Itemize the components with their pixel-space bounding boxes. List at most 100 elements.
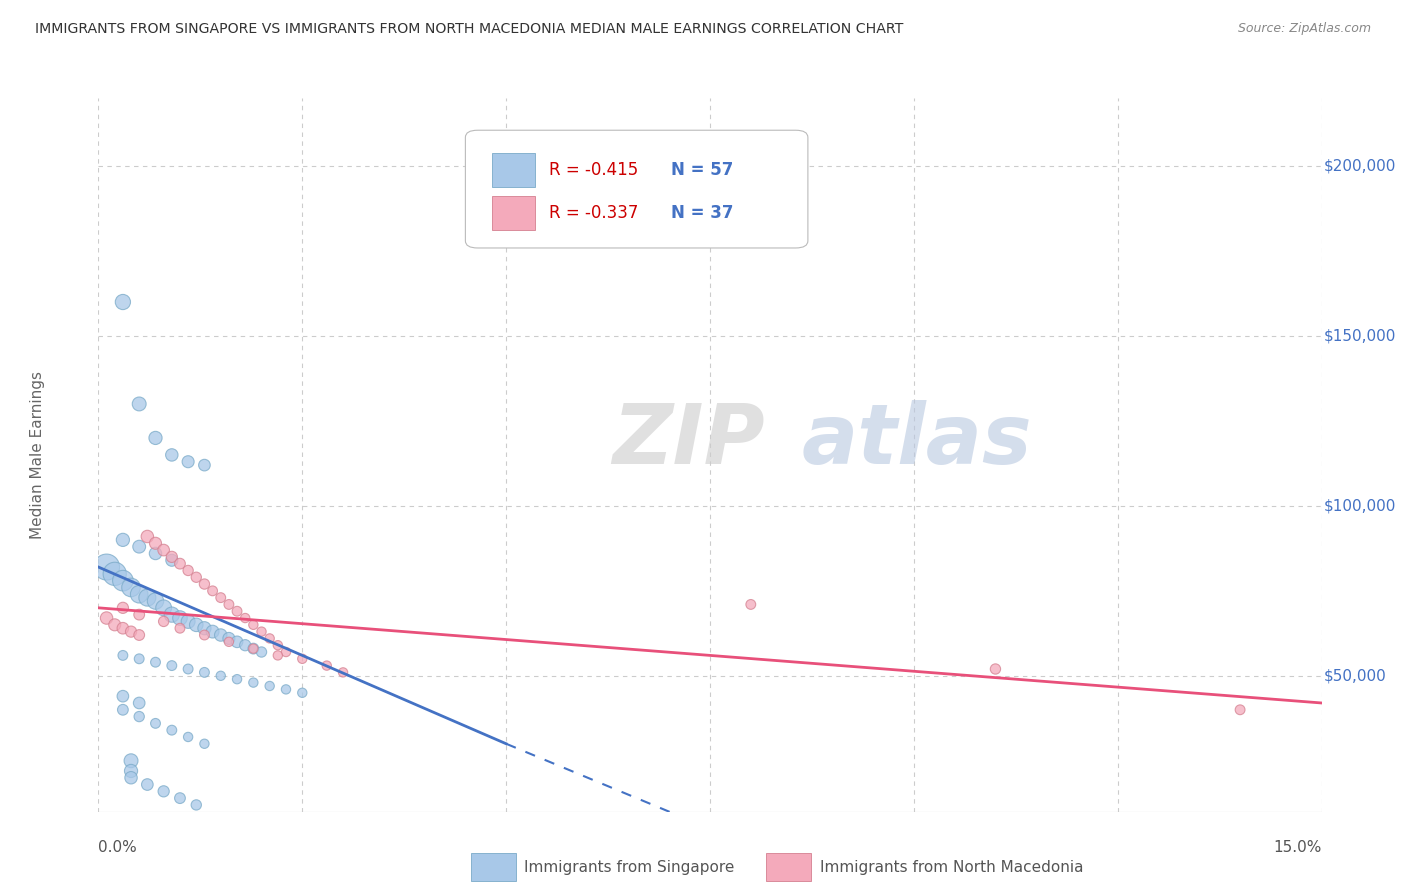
Point	[233, 638, 256, 652]
Point	[128, 696, 150, 710]
Text: $150,000: $150,000	[1324, 328, 1396, 343]
Point	[291, 652, 314, 666]
Point	[186, 797, 208, 812]
Point	[128, 397, 150, 411]
Point	[160, 553, 183, 567]
Point	[177, 662, 200, 676]
Point	[136, 778, 159, 792]
Point	[136, 529, 159, 543]
Bar	[492, 196, 536, 230]
Point	[267, 648, 290, 663]
Point	[315, 658, 337, 673]
Point	[259, 632, 281, 646]
Point	[160, 723, 183, 738]
Point	[152, 600, 174, 615]
Point	[160, 607, 183, 622]
Point	[984, 662, 1007, 676]
Point	[104, 566, 127, 581]
Text: R = -0.415: R = -0.415	[548, 161, 638, 179]
Text: $100,000: $100,000	[1324, 499, 1396, 514]
Point	[740, 598, 762, 612]
Point	[104, 617, 127, 632]
Point	[177, 564, 200, 578]
Point	[186, 570, 208, 584]
Text: $50,000: $50,000	[1324, 668, 1386, 683]
Point	[242, 675, 264, 690]
Point	[226, 604, 249, 618]
Text: Immigrants from North Macedonia: Immigrants from North Macedonia	[820, 860, 1083, 874]
Point	[226, 635, 249, 649]
Point	[193, 737, 215, 751]
Text: Immigrants from Singapore: Immigrants from Singapore	[524, 860, 735, 874]
Point	[120, 581, 142, 595]
Point	[193, 458, 215, 472]
Text: N = 57: N = 57	[671, 161, 734, 179]
Text: atlas: atlas	[801, 401, 1032, 481]
Point	[111, 703, 134, 717]
Text: ZIP: ZIP	[612, 401, 765, 481]
Point	[128, 587, 150, 601]
Point	[193, 665, 215, 680]
Point	[111, 621, 134, 635]
Text: IMMIGRANTS FROM SINGAPORE VS IMMIGRANTS FROM NORTH MACEDONIA MEDIAN MALE EARNING: IMMIGRANTS FROM SINGAPORE VS IMMIGRANTS …	[35, 22, 904, 37]
Point	[145, 594, 167, 608]
Point	[160, 549, 183, 564]
Point	[274, 682, 297, 697]
Point	[233, 611, 256, 625]
Point	[120, 764, 142, 778]
Point	[242, 617, 264, 632]
Point	[145, 716, 167, 731]
Point	[128, 607, 150, 622]
Point	[128, 652, 150, 666]
Point	[152, 615, 174, 629]
Point	[169, 611, 191, 625]
Point	[242, 641, 264, 656]
Point	[145, 546, 167, 560]
Point	[218, 598, 240, 612]
Point	[242, 641, 264, 656]
Point	[128, 540, 150, 554]
Point	[96, 611, 118, 625]
Point	[201, 583, 224, 598]
Point	[160, 448, 183, 462]
Text: $200,000: $200,000	[1324, 159, 1396, 174]
Text: Source: ZipAtlas.com: Source: ZipAtlas.com	[1237, 22, 1371, 36]
Point	[226, 672, 249, 686]
Point	[332, 665, 354, 680]
Point	[193, 577, 215, 591]
Text: Median Male Earnings: Median Male Earnings	[30, 371, 45, 539]
Point	[96, 560, 118, 574]
FancyBboxPatch shape	[465, 130, 808, 248]
Point	[201, 624, 224, 639]
Point	[111, 574, 134, 588]
Point	[120, 624, 142, 639]
Point	[111, 600, 134, 615]
Bar	[492, 153, 536, 187]
Point	[111, 689, 134, 703]
Point	[111, 295, 134, 310]
Point	[209, 669, 232, 683]
Point	[218, 635, 240, 649]
Text: 0.0%: 0.0%	[98, 840, 138, 855]
Point	[1229, 703, 1251, 717]
Point	[128, 628, 150, 642]
Point	[291, 686, 314, 700]
Point	[250, 624, 273, 639]
Point	[218, 632, 240, 646]
Point	[169, 557, 191, 571]
Text: R = -0.337: R = -0.337	[548, 204, 638, 222]
Point	[111, 648, 134, 663]
Point	[267, 638, 290, 652]
Point	[177, 455, 200, 469]
Point	[169, 621, 191, 635]
Point	[193, 621, 215, 635]
Point	[209, 628, 232, 642]
Point	[136, 591, 159, 605]
Point	[274, 645, 297, 659]
Point	[152, 784, 174, 798]
Point	[120, 771, 142, 785]
Point	[111, 533, 134, 547]
Point	[177, 730, 200, 744]
Point	[259, 679, 281, 693]
Point	[145, 431, 167, 445]
